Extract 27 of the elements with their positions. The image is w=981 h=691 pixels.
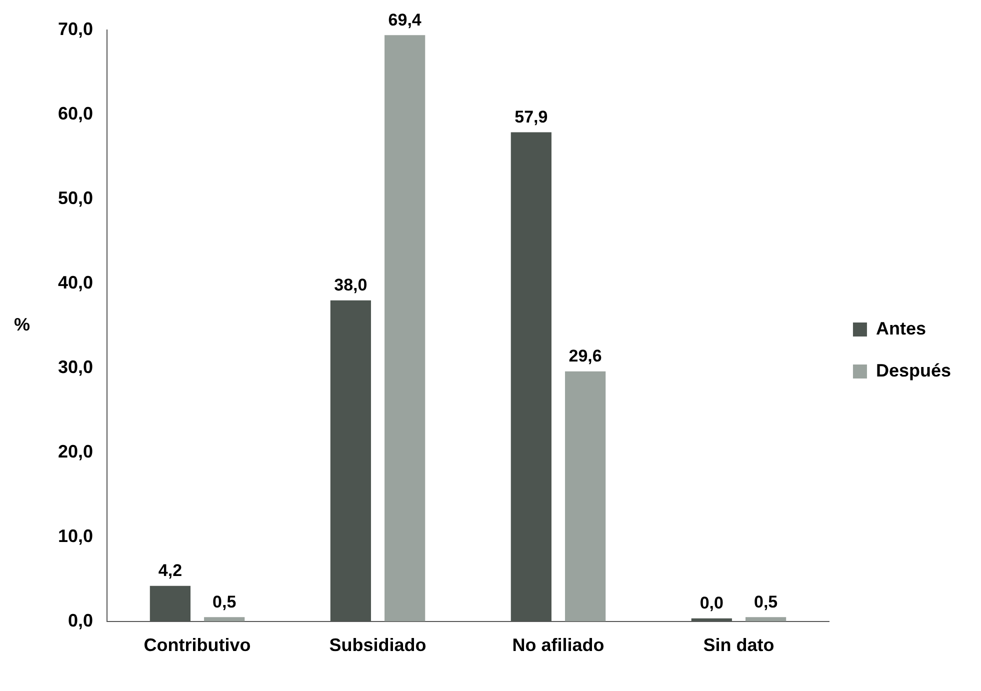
bar [384,35,426,622]
data-label: 29,6 [568,346,602,366]
x-tick-label: Sin dato [703,635,774,656]
y-tick-label: 20,0 [58,441,94,462]
data-label: 69,4 [388,10,422,30]
y-tick-label: 60,0 [58,103,94,124]
y-tick-label: 0,0 [68,610,94,630]
bar [565,371,606,622]
data-label: 0,5 [212,592,236,612]
y-tick-label: 40,0 [58,272,94,292]
legend-label: Antes [876,318,926,338]
data-label: 4,2 [158,561,182,580]
bar [204,617,245,622]
data-label: 0,5 [754,592,778,612]
y-axis-title: % [14,314,30,335]
x-tick-label: Contributivo [144,635,251,656]
x-tick-label: Subsidiado [329,635,426,656]
data-label: 38,0 [334,276,368,295]
y-tick-label: 10,0 [58,526,94,546]
y-tick-label: 70,0 [58,18,94,39]
data-label: 57,9 [514,107,548,126]
y-tick-label: 30,0 [58,356,94,377]
y-tick-label: 50,0 [58,188,94,208]
data-label: 0,0 [700,594,724,613]
x-tick-label: No afiliado [512,635,604,656]
legend-label: Después [876,360,952,380]
bar [745,617,786,622]
